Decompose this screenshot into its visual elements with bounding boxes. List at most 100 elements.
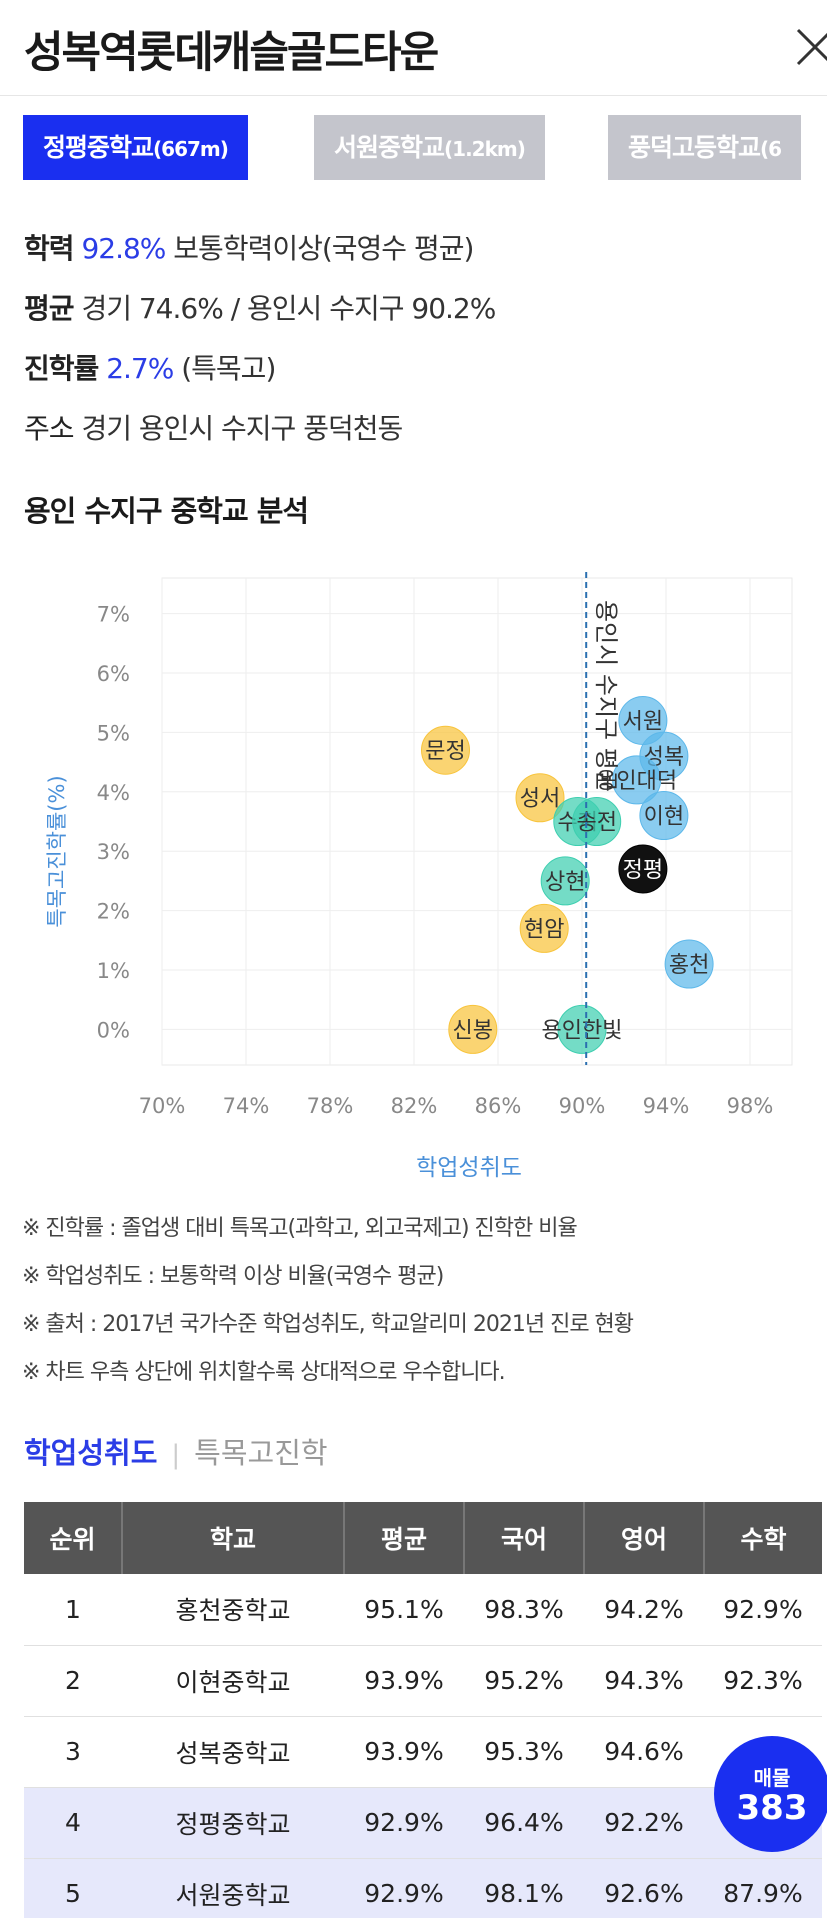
tab-school-3[interactable]: 풍덕고등학교(6 [608,115,802,180]
ranking-subtabs: 학업성취도 | 특목고진학 [24,1430,328,1472]
tab-school-name: 풍덕고등학교 [628,133,761,162]
note-line: ※ 차트 우측 상단에 위치할수록 상대적으로 우수합니다. [22,1360,506,1385]
listings-fab-button[interactable]: 매물 383 [714,1736,827,1852]
column-header: 영어 [584,1502,705,1574]
average-value: 경기 74.6% / 용인시 수지구 90.2% [81,292,496,325]
data-point-label: 문정 [425,739,465,764]
data-point [618,844,668,894]
section-title: 용인 수지구 중학교 분석 [24,494,309,528]
table-row: 2 이현중학교 93.9% 95.2% 94.3% 92.3% [24,1645,822,1717]
data-point [557,1004,607,1054]
achievement-value: 92.8% [81,232,166,265]
x-axis-label: 학업성취도 [416,1155,522,1180]
tab-school-distance: (667m) [153,137,229,161]
school-tabs: 정평중학교(667m) 서원중학교(1.2km) 풍덕고등학교(6 [23,115,827,180]
achievement-desc: 보통학력이상(국영수 평균) [173,232,474,265]
tab-school-1[interactable]: 정평중학교(667m) [23,115,248,180]
data-point [664,939,714,989]
cell-rank: 3 [24,1716,122,1788]
x-tick-label: 90% [559,1094,606,1118]
cell-korean: 96.4% [464,1787,584,1859]
data-point-label: 홍천 [669,953,709,978]
header: 성복역롯데캐슬골드타운 [0,0,827,96]
cell-english: 94.2% [584,1574,704,1646]
fab-label: 매물 [753,1766,791,1790]
data-point [572,797,622,846]
cell-english: 94.3% [584,1645,704,1717]
info-address: 주소 경기 용인시 수지구 풍덕천동 [24,407,403,447]
y-tick-label: 0% [97,1018,130,1042]
cell-rank: 2 [24,1645,122,1717]
table-row-highlighted: 5 서원중학교 92.9% 98.1% 92.6% 87.9% [24,1858,822,1918]
data-point [519,903,569,953]
data-point-label: 신봉 [453,1018,493,1043]
note-line: ※ 진학률 : 졸업생 대비 특목고(과학고, 외고국제고) 진학한 비율 [22,1216,578,1241]
cell-average: 92.9% [344,1787,464,1859]
info-label: 진학률 [24,352,99,385]
x-tick-label: 70% [139,1094,186,1118]
info-label: 주소 [24,412,75,445]
cell-rank: 1 [24,1574,122,1646]
data-point-label: 용인한빛 [542,1018,623,1043]
data-point-label: 현암 [524,917,564,942]
info-label: 평균 [24,292,75,325]
x-tick-label: 78% [307,1094,354,1118]
fab-count: 383 [736,1788,808,1828]
data-point [639,791,689,841]
cell-math: 92.9% [704,1574,822,1646]
x-tick-label: 94% [643,1094,690,1118]
cell-school: 서원중학교 [122,1858,344,1918]
data-point-label: 성서 [520,787,560,812]
reference-line-label: 용인시 수지구 평균 [592,600,620,792]
y-tick-label: 3% [97,840,130,864]
ranking-table: 순위 학교 평균 국어 영어 수학 1 홍천중학교 95.1% 98.3% 94… [24,1502,822,1918]
data-point [421,725,470,775]
y-tick-label: 5% [97,721,130,745]
x-tick-label: 86% [475,1094,522,1118]
data-point-label: 용인대덕 [596,769,677,794]
cell-english: 92.2% [584,1787,704,1859]
cell-korean: 95.3% [464,1716,584,1788]
address-value: 경기 용인시 수지구 풍덕천동 [81,412,403,445]
page-title: 성복역롯데캐슬골드타운 [24,28,439,78]
cell-average: 93.9% [344,1716,464,1788]
x-tick-label: 74% [223,1094,270,1118]
cell-average: 95.1% [344,1574,464,1646]
subtab-achievement[interactable]: 학업성취도 [24,1436,158,1470]
y-tick-label: 1% [97,959,130,983]
tab-school-distance: (1.2km) [444,137,526,161]
tab-school-2[interactable]: 서원중학교(1.2km) [314,115,545,180]
subtab-special-school[interactable]: 특목고진학 [194,1436,328,1470]
data-point-label: 이현 [644,805,684,830]
cell-school: 성복중학교 [122,1716,344,1788]
data-point-label: 송전 [576,811,616,836]
y-tick-label: 6% [97,662,130,686]
tab-school-name: 서원중학교 [334,133,445,162]
info-label: 학력 [24,232,75,265]
y-tick-label: 7% [97,603,130,627]
column-header: 평균 [344,1502,465,1574]
cell-korean: 95.2% [464,1645,584,1717]
cell-rank: 5 [24,1858,122,1918]
y-tick-label: 4% [97,781,130,805]
y-tick-label: 2% [97,900,130,924]
close-icon[interactable] [790,22,827,72]
table-row-highlighted: 4 정평중학교 92.9% 96.4% 92.2% [24,1787,822,1859]
rate-desc: (특목고) [181,352,276,385]
data-point-label: 상현 [545,870,585,895]
column-header: 학교 [122,1502,345,1574]
y-axis-label: 특목고진학률(%) [45,775,69,927]
data-point [612,755,662,805]
info-achievement: 학력 92.8% 보통학력이상(국영수 평균) [24,227,474,267]
table-row: 3 성복중학교 93.9% 95.3% 94.6% 9 [24,1716,822,1788]
data-point-label: 정평 [623,858,663,883]
data-point [448,1004,498,1054]
cell-rank: 4 [24,1787,122,1859]
table-row: 1 홍천중학교 95.1% 98.3% 94.2% 92.9% [24,1574,822,1646]
note-line: ※ 학업성취도 : 보통학력 이상 비율(국영수 평균) [22,1264,444,1289]
tab-school-distance: (6 [760,137,782,161]
plot-area [161,577,793,1066]
cell-school: 이현중학교 [122,1645,344,1717]
rate-value: 2.7% [106,352,174,385]
x-tick-label: 98% [727,1094,774,1118]
